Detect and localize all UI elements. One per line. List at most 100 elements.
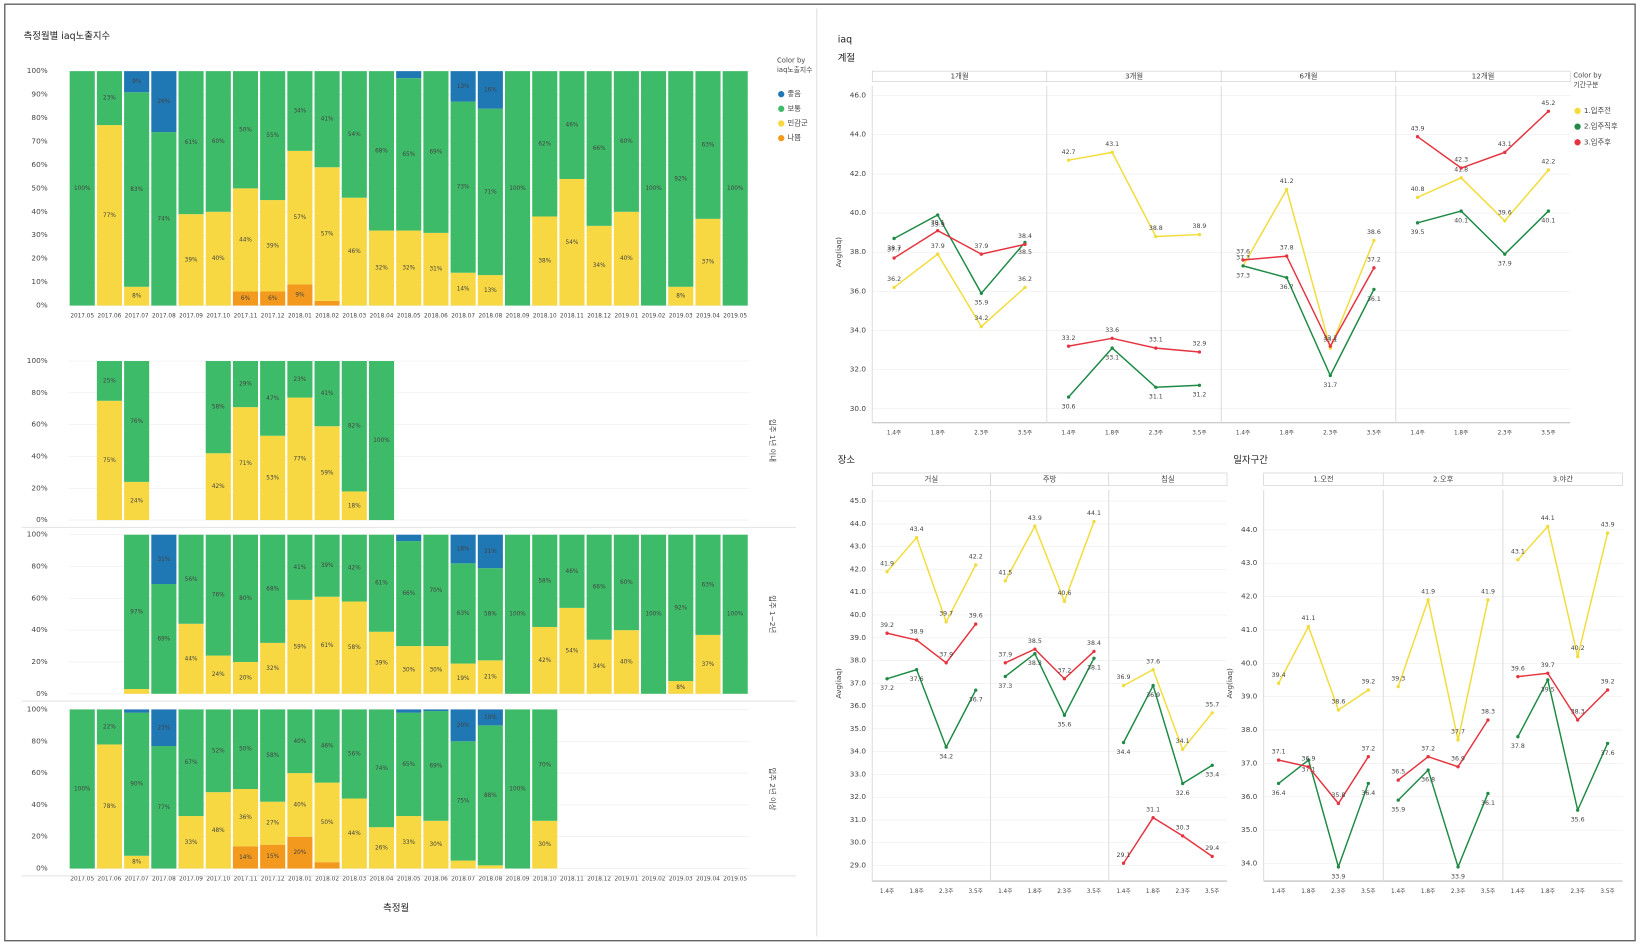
bar-segment (368, 534, 395, 632)
bar-segment (423, 71, 449, 233)
point-label: 30.3 (1176, 825, 1190, 832)
panel-header (1502, 472, 1623, 486)
line (893, 253, 1026, 328)
point (1062, 713, 1067, 717)
point (914, 667, 919, 672)
point-label: 35.6 (1571, 817, 1585, 824)
bar-segment (368, 827, 395, 869)
x-tick-label: 2019.04 (696, 314, 720, 320)
point (1210, 854, 1214, 859)
bar-label: 40% (293, 739, 306, 745)
y-tick-label: 42.0 (1241, 592, 1258, 601)
point-label: 42.3 (1454, 157, 1468, 164)
bar-label: 97% (130, 609, 143, 615)
x-tick-label: 2018.01 (288, 876, 312, 882)
bar-segment (477, 660, 503, 694)
x-tick-label: 1.8주 (930, 430, 944, 437)
bar-label: 44% (185, 656, 198, 662)
point (1197, 383, 1202, 387)
point-label: 42.2 (1541, 159, 1555, 166)
point (1241, 258, 1245, 262)
point-label: 41.2 (1280, 178, 1294, 185)
bar-segment (722, 534, 748, 694)
y-tick-label: 100% (27, 704, 48, 713)
bar-segment (368, 361, 395, 521)
bar-label: 33% (185, 840, 198, 846)
bar-label: 74% (375, 766, 388, 772)
point-label: 34.2 (939, 753, 953, 760)
panel-title: 3.야간 (1553, 474, 1574, 483)
bar-label: 9% (132, 79, 142, 85)
x-tick-label: 2018.02 (315, 876, 339, 882)
x-tick-label: 2018.06 (424, 314, 448, 320)
bar-label: 100% (727, 186, 744, 192)
bar-label: 15% (266, 854, 279, 860)
line (1068, 347, 1200, 398)
bar-segment (396, 230, 422, 306)
bar-label: 33% (402, 840, 415, 846)
bar-segment (151, 71, 177, 133)
point-label: 36.9 (1451, 755, 1465, 762)
point-label: 37.2 (1367, 256, 1381, 263)
bar-label: 39% (185, 257, 198, 263)
bar-label: 23% (157, 725, 170, 731)
y-tick-label: 36.0 (1241, 792, 1258, 801)
x-tick-label: 1.8주 (1146, 888, 1160, 895)
point (1154, 346, 1158, 350)
line (1277, 624, 1369, 712)
point-label: 33.6 (1105, 327, 1119, 334)
panel-header (1395, 70, 1571, 82)
point (1033, 652, 1037, 656)
bar-label: 100% (509, 186, 526, 192)
point-label: 37.8 (1511, 743, 1525, 750)
bar-label: 71% (484, 189, 497, 195)
x-tick-label: 3.5주 (969, 888, 983, 895)
point-label: 39.4 (1272, 672, 1286, 679)
bar-label: 88% (484, 793, 497, 799)
bar-label: 60% (620, 139, 633, 145)
bar-segment (668, 534, 694, 682)
point (1426, 755, 1430, 759)
bar-segment (96, 125, 122, 306)
x-tick-label: 2018.08 (478, 314, 502, 320)
x-axis-title: 측정월 (383, 902, 409, 914)
x-tick-label: 1.4주 (1116, 888, 1130, 895)
bar-segment (450, 563, 476, 664)
bar-label: 34% (593, 664, 606, 670)
y-axis-title: Avg(iaq) (834, 237, 843, 268)
bar-label: 100% (509, 786, 526, 792)
point (1062, 677, 1067, 681)
point-label: 40.1 (1541, 217, 1555, 224)
bar-segment (477, 275, 503, 306)
bar-segment (532, 626, 558, 694)
point-label: 41.8 (1454, 166, 1468, 173)
point (1396, 684, 1400, 689)
bar-segment (232, 188, 259, 292)
point-label: 39.2 (1601, 679, 1615, 686)
bar-segment (232, 661, 259, 694)
bar-segment (586, 225, 612, 306)
point (979, 324, 984, 329)
bar-label: 83% (130, 187, 143, 193)
bar-segment (205, 361, 231, 454)
point (1328, 344, 1332, 348)
bar-segment (151, 709, 177, 747)
legend-title: iaq노출지수 (777, 65, 812, 74)
point (1033, 524, 1037, 528)
y-tick-label: 42.0 (850, 169, 867, 178)
bar-label: 90% (130, 782, 143, 788)
bar-segment (232, 361, 259, 408)
bar-label: 100% (74, 186, 91, 192)
point-label: 43.4 (910, 526, 924, 533)
bar-segment (124, 709, 150, 713)
x-tick-label: 2.3주 (939, 888, 953, 895)
bar-label: 40% (620, 659, 633, 665)
y-tick-label: 100% (27, 356, 48, 365)
point (1546, 671, 1550, 675)
point-label: 37.2 (1421, 745, 1435, 752)
point (1285, 275, 1289, 280)
y-tick-label: 80% (31, 388, 47, 397)
y-tick-label: 40.0 (850, 610, 867, 619)
bar-segment (178, 623, 204, 694)
